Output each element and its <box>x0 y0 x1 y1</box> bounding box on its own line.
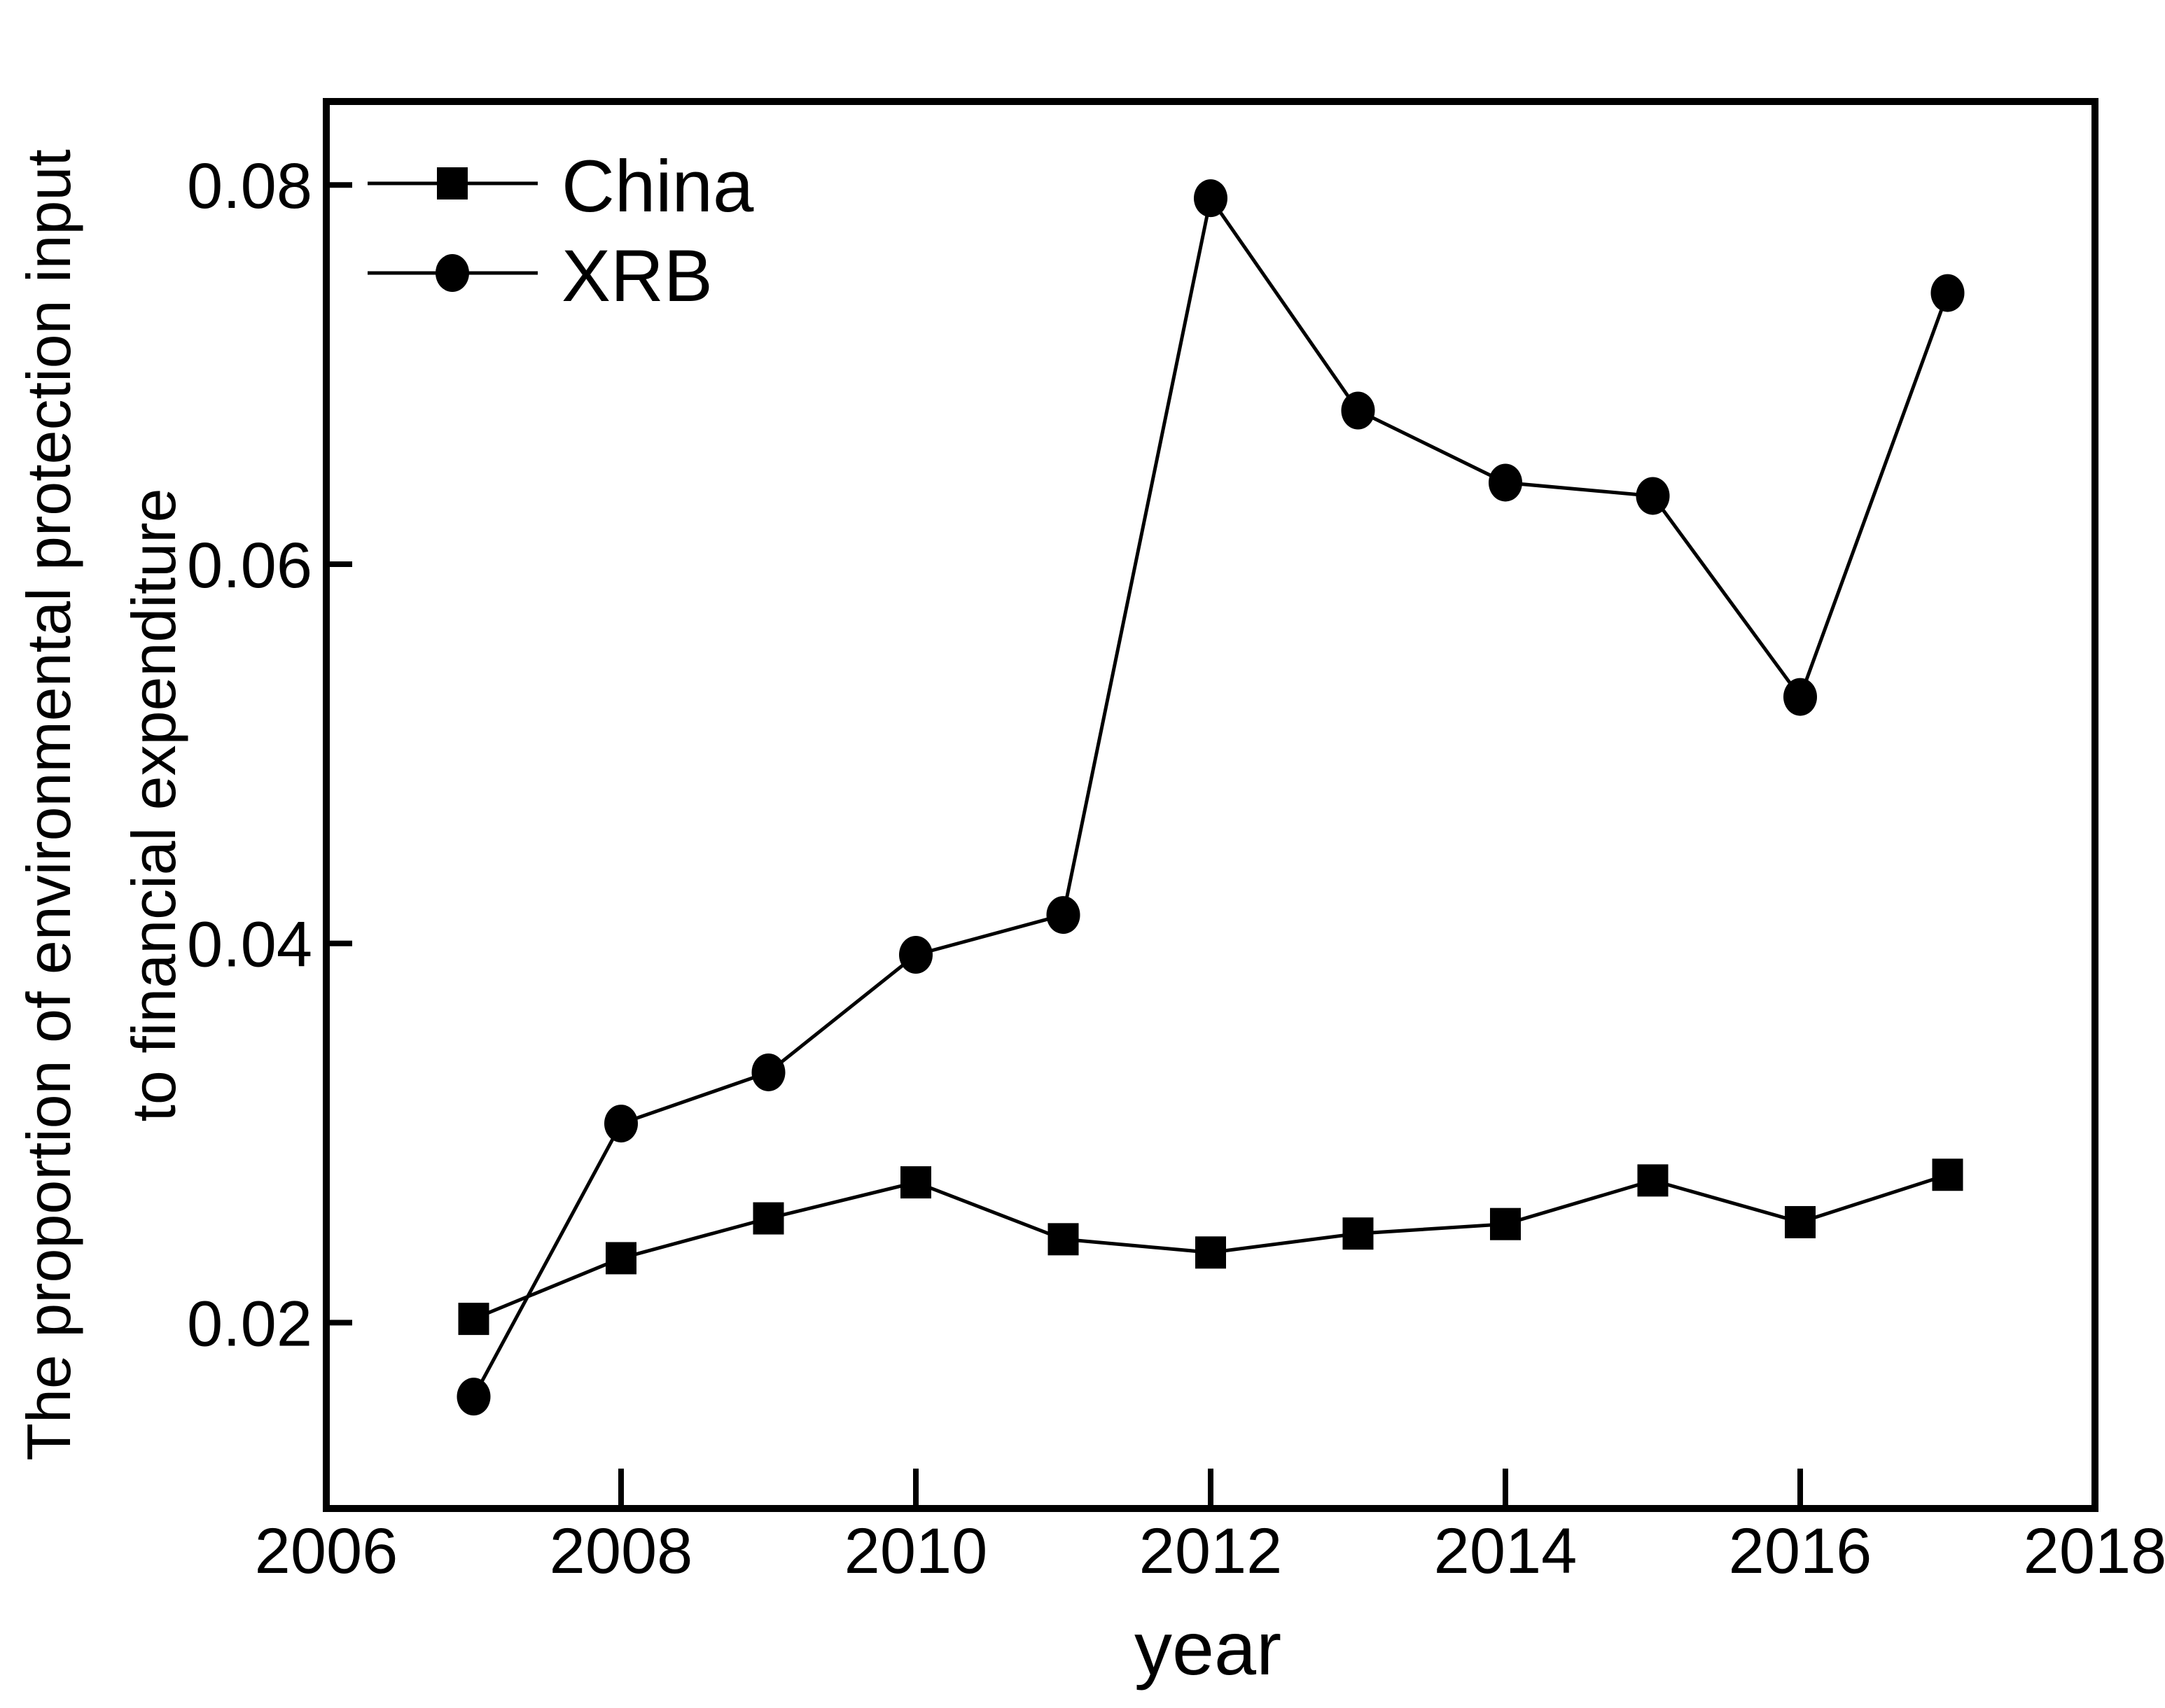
y-axis-title-line2: to financial expenditure <box>119 488 188 1121</box>
x-axis-title: year <box>1134 1606 1281 1690</box>
y-tick-label: 0.04 <box>187 909 312 981</box>
data-point-marker-xrb <box>899 936 933 974</box>
x-tick-label: 2006 <box>255 1516 398 1587</box>
data-point-marker-xrb <box>457 1378 491 1416</box>
data-point-marker-china <box>900 1166 931 1199</box>
series-line-xrb <box>472 193 1949 1398</box>
data-point-marker-china <box>1047 1223 1079 1256</box>
data-point-marker-xrb <box>1930 274 1965 312</box>
data-point-marker-xrb <box>1783 678 1817 716</box>
data-point-marker-china <box>1490 1208 1521 1240</box>
data-point-marker-china <box>458 1303 489 1336</box>
data-point-marker-china <box>1195 1236 1226 1269</box>
plot-border <box>323 98 2098 1512</box>
x-tick-label: 2010 <box>844 1516 988 1587</box>
data-series <box>457 179 1965 1416</box>
legend-label: China <box>562 146 754 227</box>
data-point-marker-china <box>1785 1205 1816 1238</box>
y-tick-label: 0.06 <box>187 530 312 601</box>
data-point-marker-xrb <box>1194 179 1227 218</box>
legend-label: XRB <box>562 235 713 317</box>
series-xrb <box>457 179 1965 1416</box>
x-tick-label: 2016 <box>1729 1516 1872 1587</box>
x-tick-label: 2012 <box>1139 1516 1283 1587</box>
data-point-marker-china <box>1342 1217 1374 1250</box>
data-point-marker-xrb <box>604 1105 638 1143</box>
legend-marker-circle-icon <box>436 254 469 292</box>
y-tick-label: 0.02 <box>187 1289 312 1360</box>
data-point-marker-china <box>606 1242 636 1275</box>
y-axis-title-line1: The proportion of environmental protecti… <box>14 149 83 1461</box>
axis-ticks: 2006 2008 2010 2012 2014 2016 2018 0.02 0.04 0.06… <box>187 150 2165 1587</box>
x-tick-label: 2008 <box>550 1516 693 1587</box>
x-tick-label: 2018 <box>2024 1516 2165 1587</box>
data-point-marker-xrb <box>751 1053 786 1091</box>
data-point-marker-china <box>753 1202 784 1235</box>
data-point-marker-xrb <box>1341 391 1375 430</box>
data-point-marker-xrb <box>1636 477 1670 515</box>
data-point-marker-xrb <box>1046 896 1080 934</box>
legend-entry-china: China <box>368 146 754 227</box>
data-point-marker-china <box>1932 1158 1963 1191</box>
x-tick-label: 2014 <box>1434 1516 1578 1587</box>
y-tick-label: 0.08 <box>187 150 312 222</box>
series-china <box>458 1158 1963 1336</box>
legend-marker-square-icon <box>437 167 468 200</box>
legend-entry-xrb: XRB <box>368 235 713 317</box>
data-point-marker-china <box>1637 1164 1669 1197</box>
data-point-marker-xrb <box>1489 463 1522 502</box>
